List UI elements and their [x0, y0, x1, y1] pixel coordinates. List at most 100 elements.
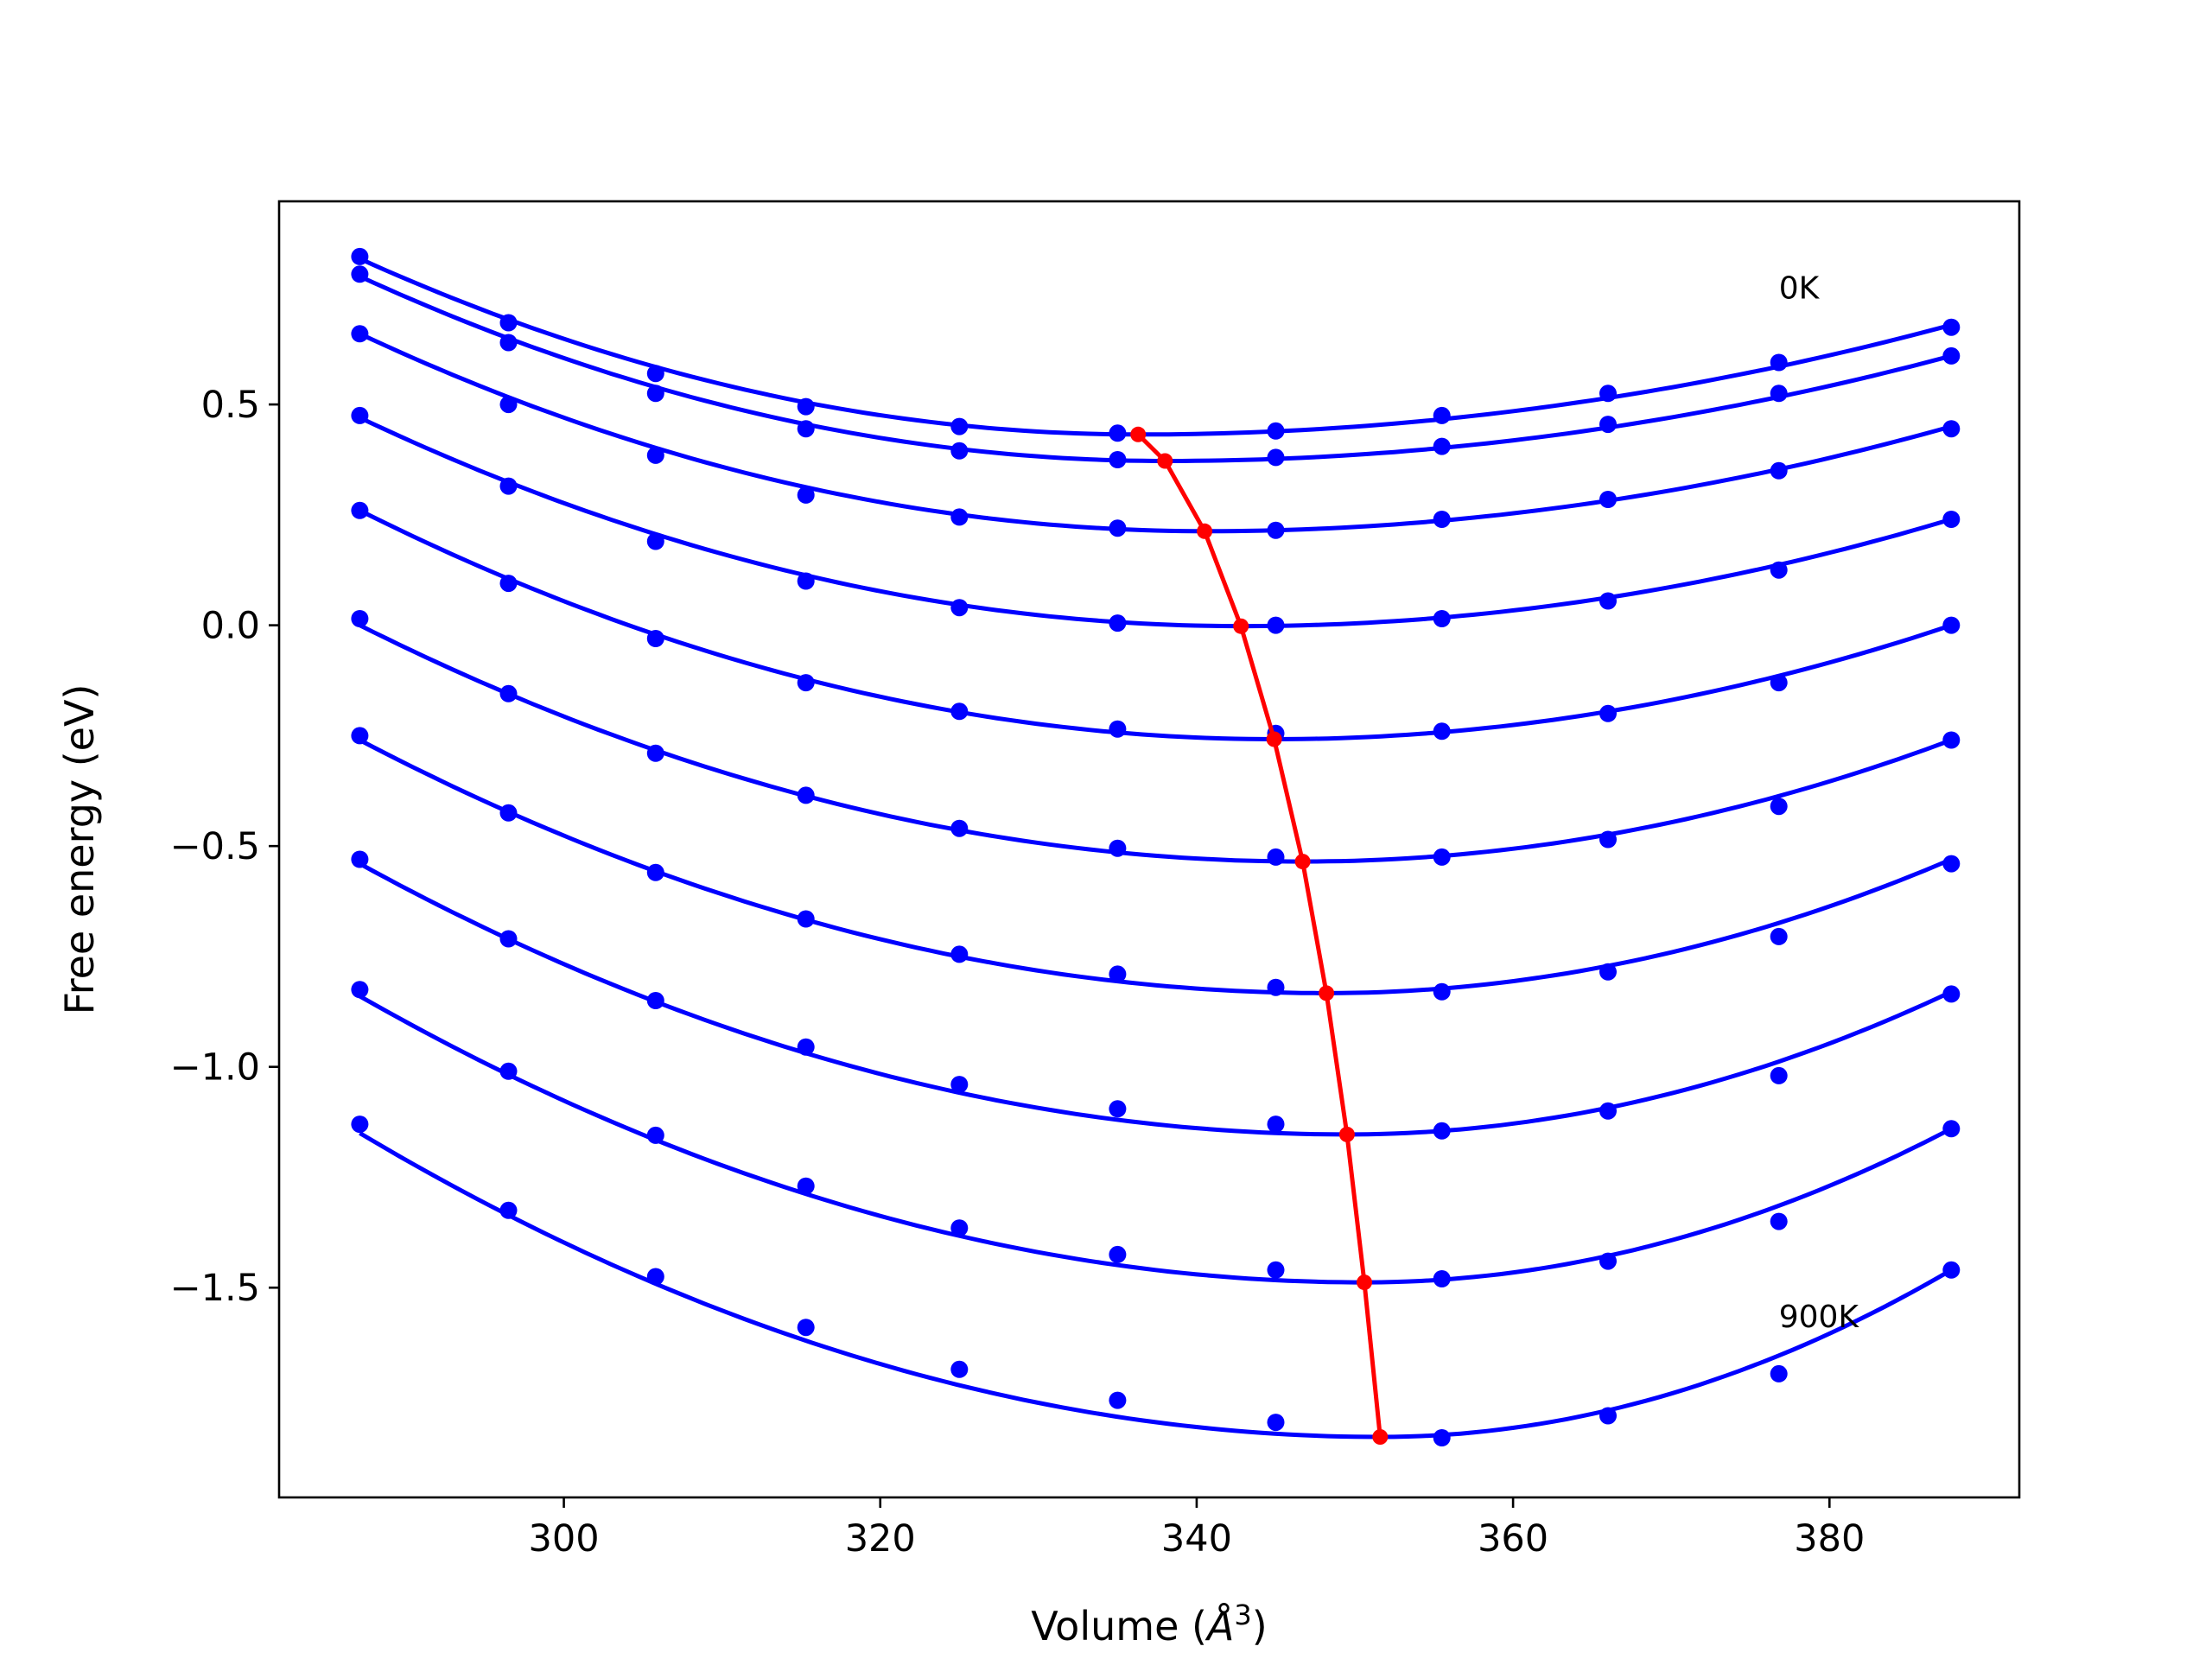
data-point-1-3 — [797, 420, 815, 438]
data-point-1-2 — [646, 385, 664, 403]
data-point-6-8 — [1599, 1102, 1617, 1120]
data-point-0-10 — [1942, 318, 1961, 336]
annotation-1: 900K — [1779, 1300, 1860, 1335]
data-point-6-4 — [950, 1076, 969, 1094]
data-point-9-9 — [1770, 674, 1788, 692]
plot-frame — [277, 200, 2021, 1499]
y-tick-label-4: −1.5 — [170, 1267, 260, 1310]
minimum-point-8 — [1357, 1274, 1372, 1291]
data-point-0-1 — [499, 314, 518, 332]
fit-curve-6 — [359, 738, 1953, 995]
data-point-7-6 — [1267, 1261, 1285, 1279]
fit-curve-7 — [359, 861, 1953, 1137]
data-point-9-5 — [1109, 720, 1127, 738]
data-point-2-4 — [950, 508, 969, 526]
fit-curves — [359, 257, 1953, 1440]
data-point-5-8 — [1599, 963, 1617, 981]
fit-curve-5 — [359, 623, 1953, 864]
data-point-8-7 — [1433, 1429, 1451, 1446]
data-point-7-5 — [1109, 1245, 1127, 1263]
data-point-6-9 — [1770, 1066, 1788, 1084]
data-point-4-7 — [1433, 848, 1451, 866]
x-tick-label-3: 360 — [1478, 1517, 1548, 1560]
data-point-1-1 — [499, 334, 518, 352]
data-point-9-4 — [950, 702, 969, 721]
minimum-point-1 — [1157, 453, 1173, 469]
data-point-8-8 — [1599, 1407, 1617, 1425]
fit-curve-8 — [359, 994, 1953, 1285]
data-point-5-3 — [797, 910, 815, 928]
data-point-9-10 — [1942, 616, 1961, 634]
data-point-4-10 — [1942, 731, 1961, 749]
data-point-7-7 — [1433, 1270, 1451, 1287]
data-point-2-3 — [797, 486, 815, 504]
data-point-7-10 — [1942, 1120, 1961, 1138]
data-point-0-4 — [950, 417, 969, 435]
y-tick-label-3: −1.0 — [170, 1046, 260, 1090]
data-point-9-2 — [646, 630, 664, 647]
data-point-4-4 — [950, 819, 969, 837]
data-point-8-4 — [950, 1360, 969, 1378]
minimum-point-3 — [1233, 618, 1249, 634]
data-point-3-8 — [1599, 592, 1617, 610]
data-point-7-3 — [797, 1177, 815, 1195]
y-axis-label: Free energy (eV) — [56, 684, 103, 1015]
data-point-5-2 — [646, 863, 664, 881]
fit-curve-9 — [359, 1131, 1953, 1440]
data-point-0-6 — [1267, 422, 1285, 440]
data-point-2-1 — [499, 396, 518, 414]
data-point-0-2 — [646, 365, 664, 383]
data-point-3-10 — [1942, 511, 1961, 528]
minimum-point-5 — [1294, 854, 1311, 870]
fit-curve-4 — [359, 508, 1953, 742]
y-tick-label-2: −0.5 — [170, 825, 260, 868]
minimum-path — [1130, 426, 1389, 1445]
data-point-0-9 — [1770, 353, 1788, 372]
data-point-1-4 — [950, 442, 969, 460]
x-tick-label-1: 320 — [845, 1517, 916, 1560]
data-point-3-2 — [646, 532, 664, 550]
data-point-6-6 — [1267, 1116, 1285, 1134]
minimum-point-9 — [1372, 1429, 1389, 1445]
annotation-0: 0K — [1779, 270, 1821, 306]
data-point-3-6 — [1267, 616, 1285, 634]
data-point-8-10 — [1942, 1261, 1961, 1279]
data-point-3-9 — [1770, 561, 1788, 579]
x-tick-label-4: 380 — [1794, 1517, 1865, 1560]
data-point-5-4 — [950, 945, 969, 963]
minimum-point-7 — [1338, 1126, 1355, 1142]
data-point-1-8 — [1599, 416, 1617, 434]
data-point-6-10 — [1942, 985, 1961, 1003]
data-point-1-9 — [1770, 385, 1788, 403]
data-point-0-7 — [1433, 406, 1451, 424]
data-point-5-6 — [1267, 978, 1285, 996]
data-point-6-5 — [1109, 1100, 1127, 1118]
data-point-8-6 — [1267, 1414, 1285, 1432]
data-point-2-2 — [646, 446, 664, 464]
data-point-7-2 — [646, 1126, 664, 1144]
data-point-1-7 — [1433, 437, 1451, 455]
data-point-3-0 — [351, 406, 369, 424]
data-point-2-5 — [1109, 519, 1127, 537]
data-point-9-0 — [351, 501, 369, 519]
minimum-point-4 — [1266, 731, 1282, 747]
x-axis-label: Volume (Å3) — [1031, 1599, 1267, 1649]
data-point-8-1 — [499, 1201, 518, 1219]
fit-curve-1 — [359, 274, 1952, 463]
x-tick-label-2: 340 — [1161, 1517, 1232, 1560]
data-point-8-9 — [1770, 1364, 1788, 1382]
data-point-7-0 — [351, 981, 369, 999]
data-point-3-4 — [950, 599, 969, 617]
data-point-1-10 — [1942, 346, 1961, 365]
data-point-6-0 — [351, 850, 369, 868]
data-point-3-3 — [797, 572, 815, 590]
data-point-4-5 — [1109, 839, 1127, 857]
data-points — [351, 247, 1961, 1446]
fit-curve-3 — [359, 416, 1953, 629]
data-point-1-5 — [1109, 451, 1127, 468]
data-point-7-1 — [499, 1062, 518, 1080]
data-point-9-3 — [797, 674, 815, 692]
data-point-4-9 — [1770, 798, 1788, 816]
data-point-1-0 — [351, 265, 369, 283]
